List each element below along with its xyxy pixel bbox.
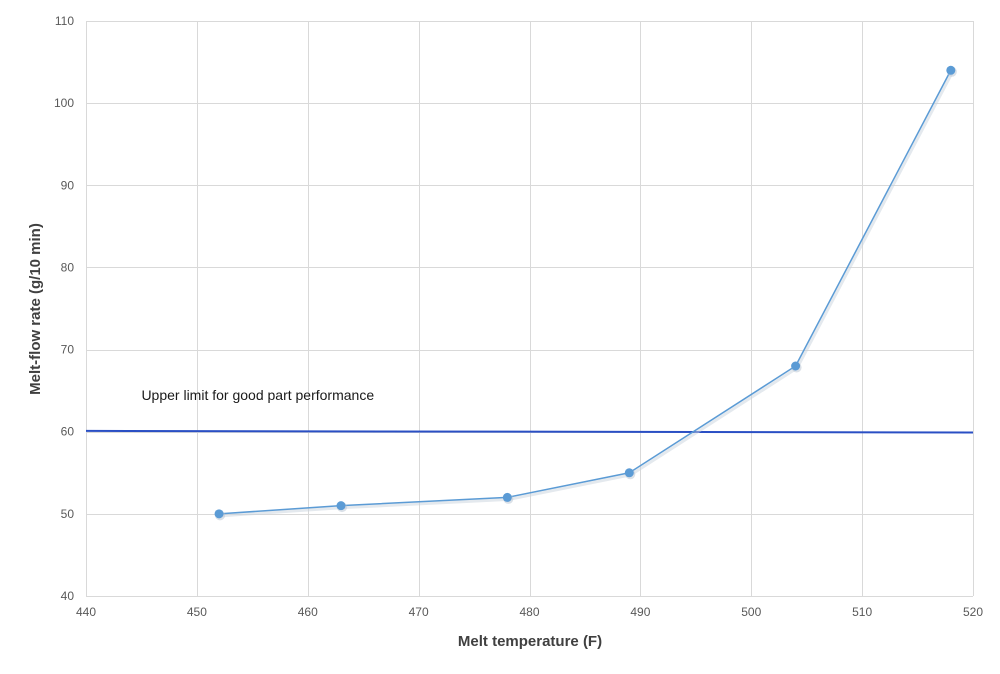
x-tick-label: 500 xyxy=(741,605,761,619)
reference-line-group xyxy=(85,429,974,434)
data-point xyxy=(502,492,512,502)
series-line-shadow xyxy=(220,71,954,518)
data-point xyxy=(791,361,801,371)
x-tick-label: 480 xyxy=(519,605,539,619)
y-tick-label: 40 xyxy=(61,589,75,603)
data-point xyxy=(624,468,634,478)
x-tick-label: 510 xyxy=(852,605,872,619)
y-tick-label: 50 xyxy=(61,507,75,521)
series-line xyxy=(218,69,952,515)
x-tick-label: 490 xyxy=(630,605,650,619)
y-tick-label: 60 xyxy=(61,425,75,439)
x-tick-label: 440 xyxy=(76,605,96,619)
data-point xyxy=(336,501,346,511)
x-tick-label: 460 xyxy=(298,605,318,619)
data-point xyxy=(946,65,956,75)
upper-limit-annotation: Upper limit for good part performance xyxy=(141,387,374,403)
tick-labels: 440 450 460 470 480 490 500 510 520 40 50 60 70 80 90 1… xyxy=(54,14,983,619)
y-tick-label: 110 xyxy=(55,14,74,28)
y-axis-title: Melt-flow rate (g/10 min) xyxy=(27,223,44,395)
series-group xyxy=(214,65,957,521)
y-tick-label: 80 xyxy=(61,260,75,274)
x-tick-label: 470 xyxy=(409,605,429,619)
upper-limit-line xyxy=(85,429,974,434)
x-tick-label: 450 xyxy=(187,605,207,619)
x-axis-title: Melt temperature (F) xyxy=(458,633,602,650)
y-tick-label: 100 xyxy=(54,96,74,110)
y-tick-label: 70 xyxy=(61,343,75,357)
data-point xyxy=(214,509,224,519)
x-tick-label: 520 xyxy=(963,605,983,619)
y-tick-label: 90 xyxy=(61,178,75,192)
